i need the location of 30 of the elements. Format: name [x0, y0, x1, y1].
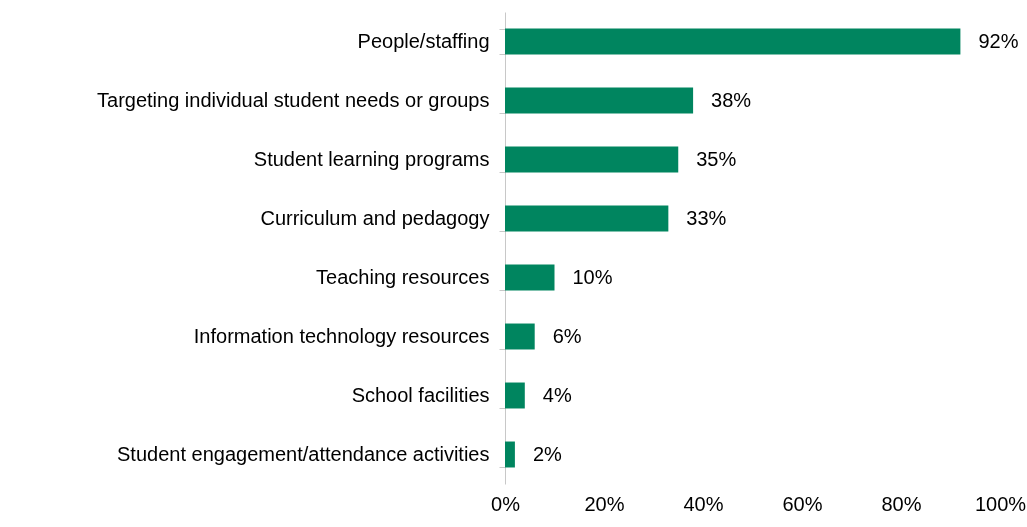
- data-label: 6%: [552, 324, 582, 347]
- data-label: 10%: [572, 265, 613, 288]
- y-tick-label: Student learning programs: [253, 148, 490, 170]
- data-label: 92%: [978, 29, 1019, 52]
- x-tick-label: 80%: [881, 492, 922, 515]
- x-tick-label: 100%: [974, 492, 1027, 515]
- data-label: 4%: [542, 383, 572, 406]
- bar: [505, 87, 694, 114]
- bar: [505, 146, 679, 173]
- bar: [505, 441, 515, 468]
- y-tick-label: People/staffing: [357, 30, 490, 52]
- bar: [505, 382, 525, 409]
- bar: [505, 205, 669, 232]
- data-label: 33%: [686, 206, 727, 229]
- bar: [505, 323, 535, 350]
- x-tick-label: 20%: [584, 492, 625, 515]
- data-label: 38%: [711, 88, 752, 111]
- y-tick-label: Targeting individual student needs or groups: [97, 89, 490, 111]
- bar: [505, 28, 961, 55]
- y-tick-label: Curriculum and pedagogy: [260, 207, 490, 229]
- x-tick-label: 40%: [683, 492, 724, 515]
- y-tick-label: Student engagement/attendance activities: [117, 443, 490, 465]
- data-label: 2%: [532, 442, 563, 465]
- bar: [505, 264, 555, 291]
- x-tick-label: 60%: [782, 492, 823, 515]
- data-label: 35%: [696, 147, 737, 170]
- y-tick-label: School facilities: [351, 384, 490, 406]
- x-tick-label: 0%: [491, 492, 521, 515]
- y-tick-label: Teaching resources: [316, 266, 490, 288]
- y-tick-label: Information technology resources: [193, 325, 490, 347]
